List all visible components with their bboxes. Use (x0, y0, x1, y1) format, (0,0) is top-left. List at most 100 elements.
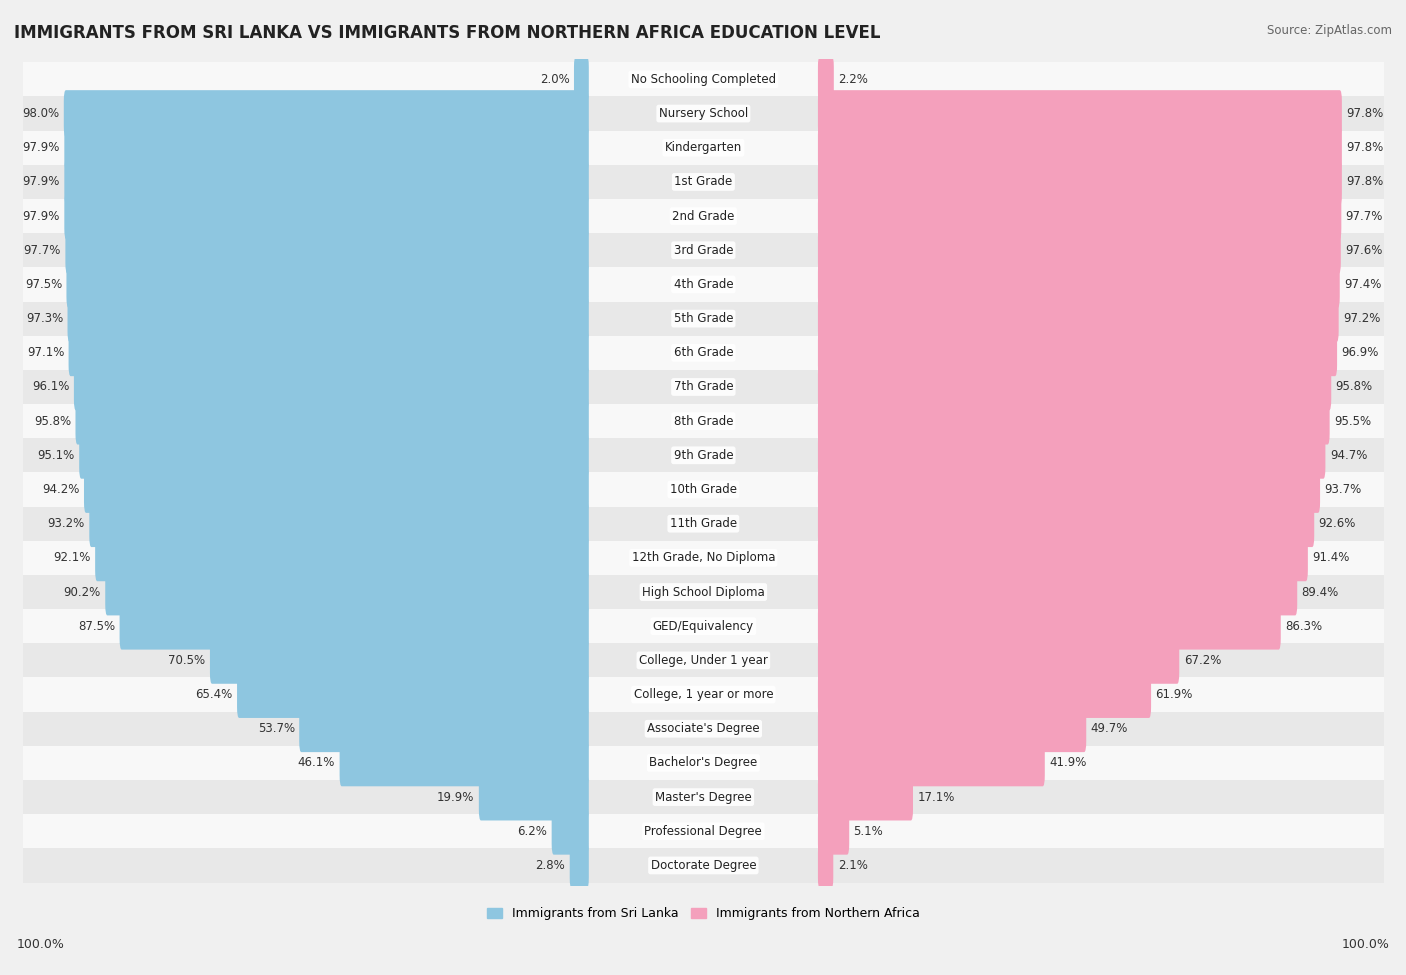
Bar (22, 370, 1384, 404)
FancyBboxPatch shape (574, 56, 589, 102)
Bar (22, 199, 1384, 233)
FancyBboxPatch shape (65, 193, 589, 240)
FancyBboxPatch shape (818, 193, 1341, 240)
Text: 97.9%: 97.9% (22, 176, 60, 188)
Text: College, 1 year or more: College, 1 year or more (634, 688, 773, 701)
Text: Source: ZipAtlas.com: Source: ZipAtlas.com (1267, 24, 1392, 37)
FancyBboxPatch shape (818, 364, 1331, 410)
Text: 2.0%: 2.0% (540, 73, 569, 86)
Text: 1st Grade: 1st Grade (675, 176, 733, 188)
Text: 2.2%: 2.2% (838, 73, 868, 86)
Text: 93.2%: 93.2% (48, 517, 84, 530)
FancyBboxPatch shape (818, 466, 1320, 513)
FancyBboxPatch shape (818, 637, 1180, 683)
FancyBboxPatch shape (75, 364, 589, 410)
Bar (22, 848, 1384, 882)
Text: 97.2%: 97.2% (1343, 312, 1381, 325)
Text: 97.9%: 97.9% (22, 141, 60, 154)
Text: 95.1%: 95.1% (38, 448, 75, 462)
Text: 94.2%: 94.2% (42, 483, 80, 496)
FancyBboxPatch shape (66, 261, 589, 308)
FancyBboxPatch shape (818, 330, 1337, 376)
Text: 46.1%: 46.1% (298, 757, 335, 769)
Text: 11th Grade: 11th Grade (669, 517, 737, 530)
FancyBboxPatch shape (479, 774, 589, 821)
Bar (22, 507, 1384, 541)
Text: Associate's Degree: Associate's Degree (647, 722, 759, 735)
Text: 41.9%: 41.9% (1049, 757, 1087, 769)
Bar (22, 541, 1384, 575)
Text: 9th Grade: 9th Grade (673, 448, 733, 462)
Bar (22, 267, 1384, 301)
Text: 4th Grade: 4th Grade (673, 278, 733, 291)
Text: 92.1%: 92.1% (53, 551, 91, 565)
Legend: Immigrants from Sri Lanka, Immigrants from Northern Africa: Immigrants from Sri Lanka, Immigrants fr… (482, 902, 925, 925)
Bar (22, 780, 1384, 814)
Text: High School Diploma: High School Diploma (643, 586, 765, 599)
FancyBboxPatch shape (209, 637, 589, 683)
FancyBboxPatch shape (818, 295, 1339, 342)
FancyBboxPatch shape (818, 842, 834, 889)
Text: Master's Degree: Master's Degree (655, 791, 752, 803)
Text: 97.9%: 97.9% (22, 210, 60, 222)
Text: 92.6%: 92.6% (1319, 517, 1355, 530)
Text: 100.0%: 100.0% (1341, 938, 1389, 951)
FancyBboxPatch shape (818, 534, 1308, 581)
FancyBboxPatch shape (238, 671, 589, 718)
Text: 97.4%: 97.4% (1344, 278, 1382, 291)
Text: Nursery School: Nursery School (659, 107, 748, 120)
Text: 86.3%: 86.3% (1285, 620, 1322, 633)
Text: 93.7%: 93.7% (1324, 483, 1362, 496)
Bar (22, 438, 1384, 473)
Bar (22, 404, 1384, 438)
Text: GED/Equivalency: GED/Equivalency (652, 620, 754, 633)
Text: 6th Grade: 6th Grade (673, 346, 733, 360)
Bar (22, 62, 1384, 97)
Bar (22, 609, 1384, 644)
Text: 90.2%: 90.2% (63, 586, 101, 599)
FancyBboxPatch shape (818, 671, 1152, 718)
Text: 97.6%: 97.6% (1346, 244, 1382, 256)
FancyBboxPatch shape (67, 295, 589, 342)
FancyBboxPatch shape (299, 705, 589, 752)
FancyBboxPatch shape (551, 808, 589, 855)
Bar (22, 678, 1384, 712)
Text: 95.5%: 95.5% (1334, 414, 1371, 428)
FancyBboxPatch shape (818, 125, 1341, 171)
Bar (22, 473, 1384, 507)
Text: 70.5%: 70.5% (169, 654, 205, 667)
Text: 5th Grade: 5th Grade (673, 312, 733, 325)
Text: 7th Grade: 7th Grade (673, 380, 733, 394)
FancyBboxPatch shape (76, 398, 589, 445)
Bar (22, 712, 1384, 746)
Text: 65.4%: 65.4% (195, 688, 232, 701)
FancyBboxPatch shape (818, 568, 1298, 615)
Text: 17.1%: 17.1% (917, 791, 955, 803)
FancyBboxPatch shape (818, 398, 1330, 445)
Text: No Schooling Completed: No Schooling Completed (631, 73, 776, 86)
FancyBboxPatch shape (63, 90, 589, 136)
FancyBboxPatch shape (818, 774, 912, 821)
FancyBboxPatch shape (96, 534, 589, 581)
Bar (22, 233, 1384, 267)
Text: 95.8%: 95.8% (1336, 380, 1372, 394)
Text: 94.7%: 94.7% (1330, 448, 1367, 462)
Text: 2nd Grade: 2nd Grade (672, 210, 734, 222)
Text: Professional Degree: Professional Degree (644, 825, 762, 838)
Bar (22, 575, 1384, 609)
Text: 2.1%: 2.1% (838, 859, 868, 872)
Text: Kindergarten: Kindergarten (665, 141, 742, 154)
Text: 97.8%: 97.8% (1347, 141, 1384, 154)
Text: 97.3%: 97.3% (25, 312, 63, 325)
Text: 53.7%: 53.7% (257, 722, 295, 735)
Text: 49.7%: 49.7% (1091, 722, 1128, 735)
FancyBboxPatch shape (818, 432, 1326, 479)
Text: 97.8%: 97.8% (1347, 107, 1384, 120)
Text: Doctorate Degree: Doctorate Degree (651, 859, 756, 872)
FancyBboxPatch shape (79, 432, 589, 479)
FancyBboxPatch shape (69, 330, 589, 376)
Bar (22, 301, 1384, 335)
Text: 3rd Grade: 3rd Grade (673, 244, 733, 256)
Text: 97.5%: 97.5% (25, 278, 62, 291)
FancyBboxPatch shape (818, 90, 1341, 136)
